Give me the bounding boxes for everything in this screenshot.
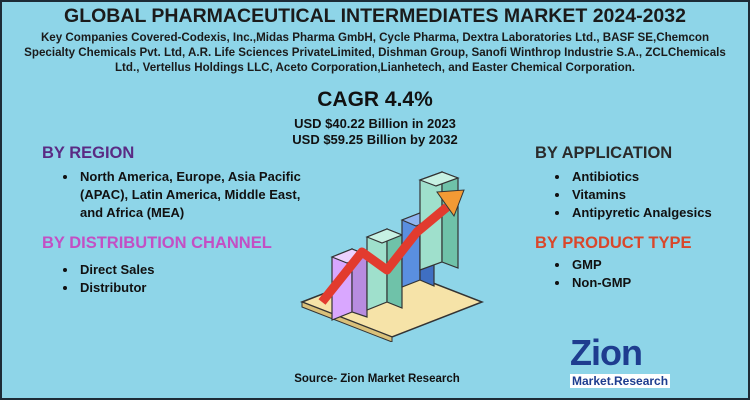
section-item: Non-GMP bbox=[570, 274, 748, 292]
market-value: USD $40.22 Billion in 2023 bbox=[294, 116, 456, 131]
section-item: Vitamins bbox=[570, 186, 748, 204]
section-list: Antibiotics Vitamins Antipyretic Analges… bbox=[552, 168, 748, 222]
section-item: GMP bbox=[570, 256, 748, 274]
section-item: Distributor bbox=[78, 279, 278, 297]
section-list: GMP Non-GMP bbox=[552, 256, 748, 292]
market-value: USD $59.25 Billion by 2032 bbox=[292, 132, 458, 147]
growth-illustration bbox=[299, 171, 485, 342]
key-companies: Key Companies Covered-Codexis, Inc.,Mida… bbox=[24, 31, 726, 74]
logo-tagline: Market.Research bbox=[570, 374, 671, 388]
section-heading: BY PRODUCT TYPE bbox=[535, 234, 692, 252]
section-item: Antipyretic Analgesics bbox=[570, 204, 748, 222]
section-list: Direct Sales Distributor bbox=[60, 261, 278, 297]
cagr: CAGR 4.4% bbox=[317, 88, 433, 111]
section-heading: BY DISTRIBUTION CHANNEL bbox=[42, 234, 272, 252]
section-item: Antibiotics bbox=[570, 168, 748, 186]
source: Source- Zion Market Research bbox=[294, 373, 460, 385]
section-item: Direct Sales bbox=[78, 261, 278, 279]
section-item: North America, Europe, Asia Pacific (APA… bbox=[78, 168, 318, 222]
title: GLOBAL PHARMACEUTICAL INTERMEDIATES MARK… bbox=[64, 5, 686, 27]
logo-brand: Zion bbox=[570, 332, 643, 373]
section-list: North America, Europe, Asia Pacific (APA… bbox=[60, 168, 318, 222]
section-heading: BY REGION bbox=[42, 144, 135, 162]
section-heading: BY APPLICATION bbox=[535, 144, 673, 162]
